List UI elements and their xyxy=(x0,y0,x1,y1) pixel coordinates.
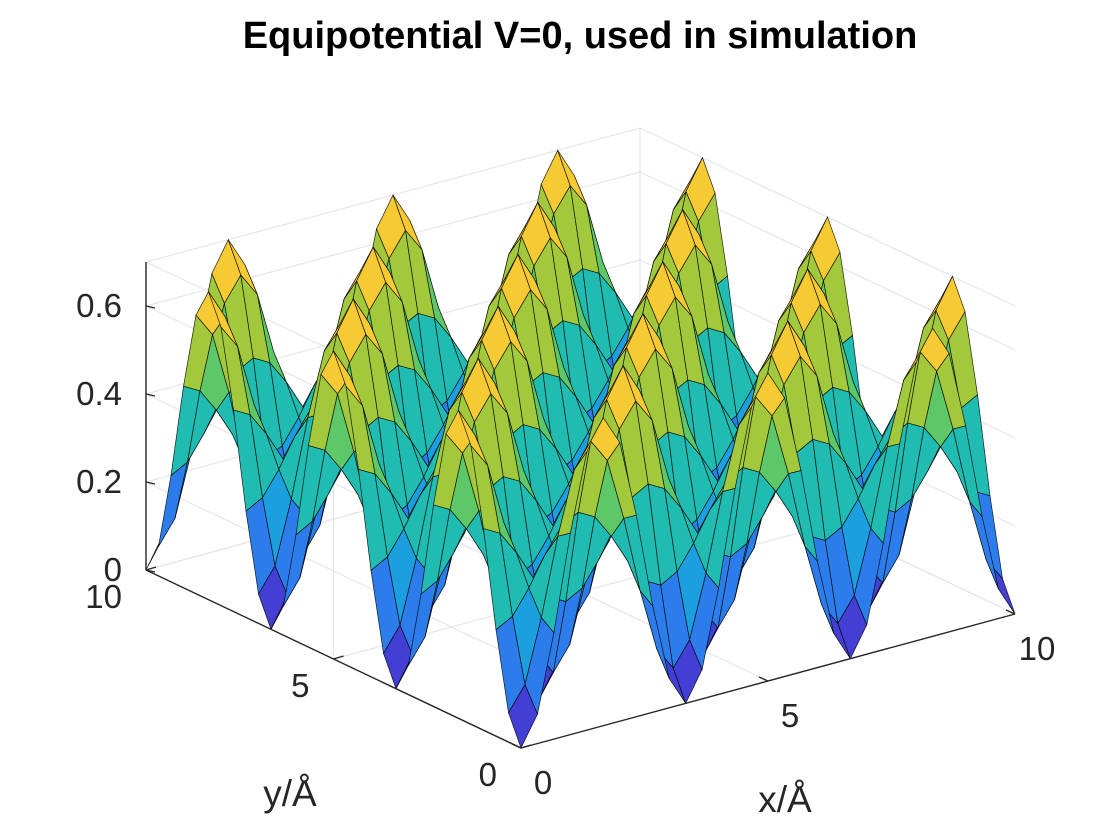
z-tick-mark xyxy=(145,569,156,573)
chart-title: Equipotential V=0, used in simulation xyxy=(243,15,918,57)
x-tick-label: 0 xyxy=(534,764,552,801)
y-tick-label: 5 xyxy=(291,667,309,704)
surface-patch xyxy=(458,410,488,466)
y-tick-mark xyxy=(145,566,157,571)
y-tick-label: 10 xyxy=(85,578,122,615)
axes xyxy=(145,262,1016,749)
x-tick-mark xyxy=(511,743,522,749)
y-axis-label: y/Å xyxy=(263,773,317,814)
surface-mesh xyxy=(145,149,1016,749)
surface-patch xyxy=(935,275,966,341)
z-tick-mark xyxy=(145,481,156,485)
x-tick-mark xyxy=(758,676,769,682)
surface-patch xyxy=(787,320,818,376)
surface-patch xyxy=(807,268,837,324)
surface-patch xyxy=(392,194,423,250)
surface-patch xyxy=(557,150,587,206)
surface-patch xyxy=(352,298,383,354)
surface-patch xyxy=(497,306,528,362)
surface-patch xyxy=(590,417,621,462)
z-tick-label: 0.6 xyxy=(76,287,122,324)
surface-patch xyxy=(537,202,568,258)
x-axis-label: x/Å xyxy=(758,779,812,820)
surface-patch xyxy=(372,246,403,302)
surface-patch xyxy=(810,216,841,282)
z-tick-label: 0.4 xyxy=(76,375,122,412)
surface-patch xyxy=(682,209,712,265)
x-tick-label: 5 xyxy=(781,697,799,734)
surface-patch xyxy=(755,372,785,417)
y-tick-mark xyxy=(333,655,344,660)
surface-patch xyxy=(685,156,716,223)
x-tick-mark xyxy=(1005,609,1016,615)
y-tick-label: 0 xyxy=(479,756,497,793)
surface-patch xyxy=(622,365,653,421)
surface-patch xyxy=(158,460,189,547)
z-tick-mark xyxy=(145,305,156,309)
x-tick-label: 10 xyxy=(1019,630,1056,667)
z-tick-label: 0 xyxy=(104,551,122,588)
surface-patch xyxy=(662,261,693,317)
surface-patch xyxy=(477,358,508,414)
surface-patch xyxy=(227,239,258,295)
surface-patch xyxy=(208,291,238,347)
surface-patch xyxy=(333,350,363,406)
surface-patch xyxy=(517,254,548,310)
surface-patch xyxy=(642,313,673,369)
y-tick-mark xyxy=(520,744,532,749)
surface-patch xyxy=(919,327,950,372)
z-tick-label: 0.2 xyxy=(76,463,122,500)
z-tick-mark xyxy=(145,393,156,397)
